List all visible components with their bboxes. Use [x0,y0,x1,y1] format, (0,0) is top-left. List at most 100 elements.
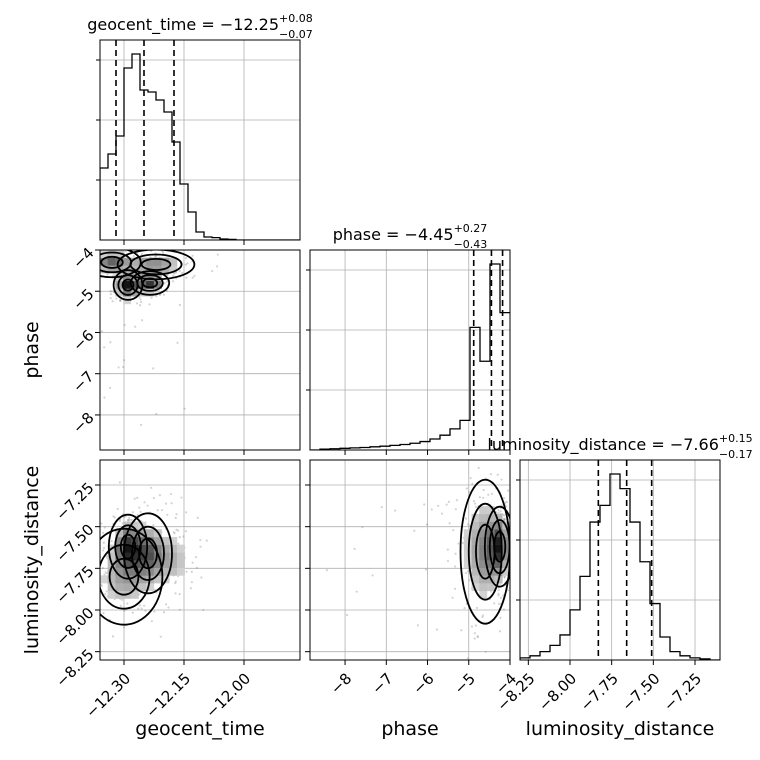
scatter-point [452,528,455,532]
scatter-point [477,466,480,469]
density-cell [107,552,116,561]
scatter-point [178,608,181,611]
scatter-point [528,536,530,538]
scatter-point [463,606,466,610]
contour-level-1 [483,505,510,588]
scatter-point [122,365,125,369]
scatter-point [115,297,118,300]
density-cell [471,536,480,545]
scatter-point [176,341,179,344]
scatter-point [453,565,457,568]
scatter-point [139,300,143,304]
scatter-point [151,247,153,249]
scatter-point [82,556,84,558]
density-cell [169,536,178,545]
scatter-point [89,559,91,561]
density-cell [486,536,495,545]
scatter-point [475,606,479,610]
scatter-point [127,519,130,522]
scatter-point [479,456,481,458]
scatter-point [507,589,510,592]
scatter-point [111,635,115,638]
scatter-point [205,539,208,542]
scatter-point [186,262,189,265]
scatter-point [513,560,515,562]
scatter-point [513,479,515,481]
scatter-point [109,293,112,296]
panel-hist-phase: phase = −4.45+0.27−0.43 [306,222,511,451]
x-tick-label: −8 [327,670,355,698]
scatter-point [172,531,175,534]
scatter-point [464,517,468,520]
scatter-point [464,571,468,575]
y-axis-label: luminosity_distance [21,466,43,655]
scatter-point [172,274,175,277]
scatter-point [440,512,444,515]
density-cell [494,529,503,538]
scatter-point [446,548,449,551]
scatter-point [497,594,500,597]
y-tick-label: −8.25 [52,645,97,690]
scatter-point [199,545,202,548]
scatter-point [118,519,121,522]
scatter-point [211,269,214,273]
scatter-point [126,602,129,605]
y-tick-label: −7.25 [52,479,97,524]
scatter-point [371,574,374,577]
scatter-point [184,257,188,260]
scatter-point [512,500,514,502]
scatter-point [97,266,99,268]
scatter-point [96,265,98,267]
scatter-point [476,635,479,638]
scatter-point [346,613,349,617]
scatter-point [380,505,383,509]
density-cell [486,506,495,515]
scatter-point [184,263,187,266]
scatter-point [191,561,194,564]
scatter-point [86,643,88,645]
scatter-point [503,517,506,520]
scatter-point [164,603,168,606]
density-cell [100,257,108,266]
density-cell [146,273,155,282]
joint-density [82,481,208,645]
scatter-point [461,541,464,545]
density-cell [138,529,147,538]
scatter-point [513,575,515,577]
scatter-point [102,549,105,552]
density-cell [146,257,155,266]
axes-frame [519,459,721,661]
scatter-point [123,515,126,519]
scatter-point [89,594,91,596]
scatter-point [471,482,474,485]
scatter-point [148,303,151,306]
scatter-point [119,299,122,302]
scatter-point [140,252,143,256]
contour-level-3 [475,523,496,580]
scatter-point [94,273,96,275]
scatter-point [497,508,500,512]
density-cell [138,544,147,553]
scatter-point [473,632,476,635]
scatter-point [155,295,158,298]
scatter-point [469,477,472,480]
scatter-point [150,296,153,299]
scatter-point [109,290,112,293]
x-tick-label: −8.00 [535,670,580,715]
x-axis-geocent_time [123,240,245,245]
scatter-point [163,282,166,285]
scatter-point [498,602,501,606]
scatter-point [514,535,516,537]
density-cell [107,575,116,584]
density-cell [169,265,178,274]
axes-frame [99,459,301,661]
x-axis-phase [344,450,511,455]
scatter-point [133,497,136,500]
y-tick-label: −8 [69,409,97,437]
density-cell [130,552,139,561]
contour-level-1 [107,513,149,580]
panel-joint-luminosity_distance-vs-phase [309,456,530,661]
scatter-point [109,341,112,344]
scatter-point [100,584,103,587]
